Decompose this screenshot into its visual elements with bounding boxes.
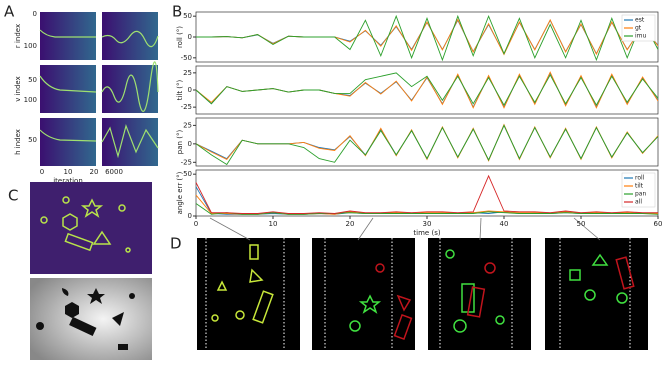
heatmap <box>40 65 96 113</box>
y-tick-label: 50 <box>183 170 192 178</box>
tick-label: 50 <box>28 76 37 84</box>
y-tick-label: 25 <box>183 121 192 129</box>
heat-trace <box>101 61 159 112</box>
y-label: r index <box>14 24 22 48</box>
tick-label: 20 <box>90 168 99 176</box>
legend-label: est <box>635 17 645 24</box>
panel-label: A <box>4 3 15 21</box>
line <box>195 203 659 215</box>
overlay-image <box>428 238 531 350</box>
x-tick-label: 60 <box>654 220 663 228</box>
line <box>195 71 659 109</box>
line <box>196 18 659 56</box>
y-tick-label: 0 <box>188 86 192 94</box>
x-tick-label: 10 <box>269 220 278 228</box>
y-label: tilt (°) <box>176 79 184 100</box>
heat-trace <box>101 124 159 159</box>
line <box>195 71 659 109</box>
legend-label: roll <box>635 175 645 182</box>
x-tick-label: 0 <box>194 220 198 228</box>
plot-frame <box>195 117 659 167</box>
overlay-image <box>545 238 648 350</box>
x-label: time (s) <box>413 229 440 237</box>
panel-a: r index v index h index 0 100 50 100 50 … <box>14 10 159 185</box>
legend-label: all <box>635 199 642 206</box>
x-tick-label: 30 <box>423 220 432 228</box>
plot-frame <box>195 65 659 115</box>
y-tick-label: -25 <box>181 158 192 166</box>
tick-label: 50 <box>28 136 37 144</box>
panel-label: C <box>8 187 18 205</box>
legend-label: pan <box>635 191 646 198</box>
x-label: iteration <box>53 177 83 185</box>
legend-label: imu <box>635 33 647 40</box>
line <box>195 72 659 107</box>
line <box>195 174 658 214</box>
tick-label: 10 <box>64 168 73 176</box>
heat-trace <box>39 129 97 142</box>
x-tick-label: 40 <box>500 220 509 228</box>
tick-label: 100 <box>24 42 37 50</box>
y-tick-label: 0 <box>188 140 192 148</box>
panel-label: D <box>170 235 182 253</box>
y-label: angle err (°) <box>176 171 184 214</box>
heatmap <box>102 118 158 166</box>
heat-trace <box>101 30 159 48</box>
heat-trace <box>39 29 96 38</box>
x-tick-label: 50 <box>577 220 586 228</box>
y-tick-label: -50 <box>181 54 192 62</box>
heatmap <box>40 118 96 166</box>
tick-label: 6000 <box>105 168 123 176</box>
overlay-image <box>312 238 415 350</box>
panel-label: B <box>172 3 182 21</box>
panel-d <box>197 217 648 350</box>
plot-frame <box>195 169 659 217</box>
legend-label: tilt <box>635 183 644 190</box>
y-label: h index <box>14 129 22 155</box>
tick-label: 0 <box>40 168 44 176</box>
y-tick-label: 0 <box>188 212 192 220</box>
y-label: v index <box>14 76 22 102</box>
tick-label: 100 <box>24 96 37 104</box>
tick-label: 0 <box>33 10 37 18</box>
frame-image <box>30 278 152 360</box>
heat-trace <box>39 75 97 93</box>
y-tick-label: -25 <box>181 103 192 111</box>
y-label: pan (°) <box>176 130 184 155</box>
x-tick-label: 20 <box>346 220 355 228</box>
y-label: roll (°) <box>176 26 184 48</box>
panel-c <box>30 182 152 360</box>
y-tick-label: 25 <box>183 69 192 77</box>
event-image <box>30 182 152 274</box>
heatmap <box>102 65 158 113</box>
legend-label: gt <box>635 25 642 32</box>
line <box>195 124 659 166</box>
line <box>195 186 658 215</box>
y-tick-label: 0 <box>188 33 192 41</box>
line <box>196 19 659 55</box>
legend-box <box>621 172 656 208</box>
overlay-image <box>197 238 300 350</box>
y-tick-label: 50 <box>183 12 192 20</box>
line <box>196 14 659 62</box>
